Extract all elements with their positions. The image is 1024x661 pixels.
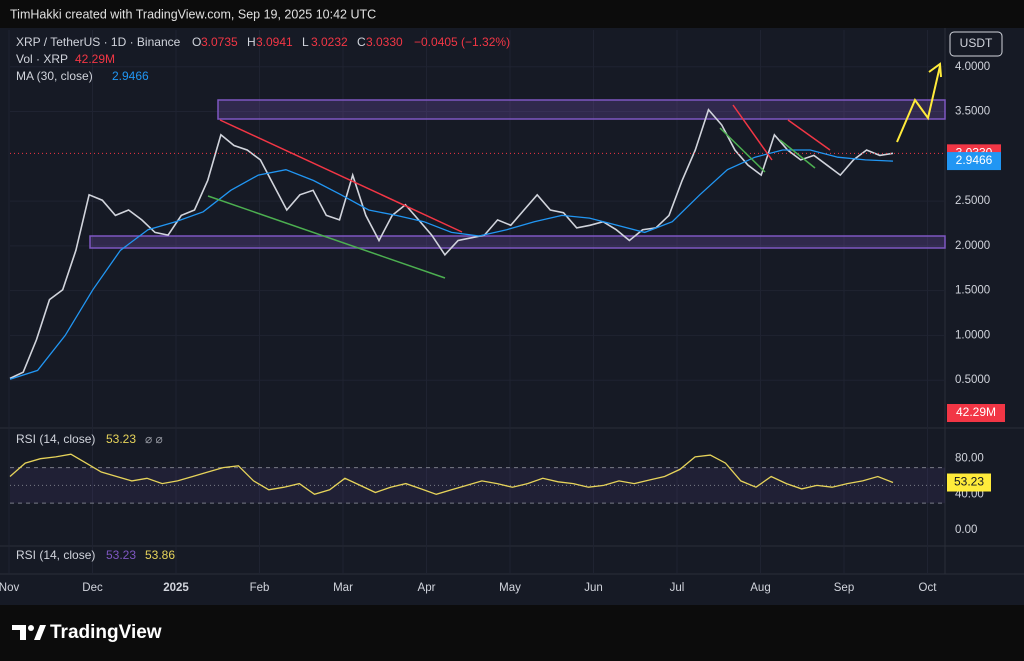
series-line <box>9 149 894 380</box>
x-tick-label: Feb <box>250 582 270 594</box>
ohlc-legend: O 3.0735 H 3.0941 L 3.0232 C 3.0330 −0.0405 (−1.… <box>192 35 510 49</box>
y-tick-label: 80.00 <box>955 453 984 465</box>
y-tick-label: 0.00 <box>955 524 977 536</box>
trendline <box>732 104 773 161</box>
arrow-head <box>928 62 942 78</box>
price-tag-label: 2.9466 <box>956 153 993 167</box>
rsi-value: 53.23 <box>106 432 136 446</box>
x-tick-label: Sep <box>834 582 854 594</box>
ohlc-value: 3.0941 <box>256 35 293 49</box>
x-tick-label: May <box>499 582 521 594</box>
ohlc-key: H <box>247 35 256 49</box>
ohlc-key: O <box>192 35 201 49</box>
x-tick-label: Nov <box>0 582 19 594</box>
series-line <box>9 453 894 496</box>
ohlc-value: 3.0232 <box>311 35 348 49</box>
trendline <box>219 119 463 233</box>
y-tick-label: 2.5000 <box>955 195 990 207</box>
x-tick-label: Jul <box>670 582 685 594</box>
plot <box>9 108 945 504</box>
rsi-tag <box>947 473 991 492</box>
y-tick-label: 1.0000 <box>955 329 990 341</box>
rsi-band <box>10 467 945 504</box>
ma-title: MA (30, close) <box>16 69 93 83</box>
ma-value: 2.9466 <box>112 69 149 83</box>
currency-button[interactable] <box>949 31 1003 57</box>
support-zone <box>89 235 946 249</box>
rsi-tag-label: 53.23 <box>954 475 984 489</box>
brand: TradingView <box>50 622 162 643</box>
volume-title: Vol · XRP <box>16 52 68 66</box>
y-tick-label: 0.5000 <box>955 374 990 386</box>
grid <box>8 30 945 574</box>
y-tick-label: 4.0000 <box>955 61 990 73</box>
y-tick-label: 1.5000 <box>955 285 990 297</box>
x-tick-label: Aug <box>750 582 770 594</box>
x-tick-label: Oct <box>919 582 938 594</box>
rsi-title: RSI (14, close) <box>16 432 95 446</box>
volume-tag <box>947 404 1005 422</box>
trendline <box>719 127 766 173</box>
volume-tag-label: 42.29M <box>956 405 996 419</box>
x-tick-label: Dec <box>82 582 103 594</box>
y-tick-label: 3.5000 <box>955 106 990 118</box>
brand-logo <box>12 625 46 640</box>
change: −0.0405 (−1.32%) <box>414 35 510 49</box>
ohlc-value: 3.0330 <box>366 35 403 49</box>
series-line <box>9 108 894 380</box>
price-tag <box>947 152 1001 171</box>
chart-area <box>0 28 1024 605</box>
currency[interactable]: USDT <box>960 36 993 50</box>
x-tick-label: 2025 <box>163 582 189 594</box>
trendline <box>779 139 816 169</box>
trendline <box>787 119 831 151</box>
rsi-value-2: 53.23 <box>106 548 136 562</box>
x-tick-label: Mar <box>333 582 353 594</box>
ohlc-key: C <box>357 35 366 49</box>
rsi-title-2: RSI (14, close) <box>16 548 95 562</box>
rsi-icons: ⌀ ⌀ <box>145 432 163 446</box>
x-tick-label: Jun <box>584 582 603 594</box>
rsi-ma-value: 53.86 <box>145 548 175 562</box>
resistance-zone <box>217 99 946 120</box>
x-tick-label: Apr <box>418 582 436 594</box>
credit: TimHakki created with TradingView.com, S… <box>10 7 376 21</box>
y-tick-label: 2.0000 <box>955 240 990 252</box>
volume-value: 42.29M <box>75 52 115 66</box>
trendline <box>207 195 446 279</box>
ohlc-key: L <box>302 35 309 49</box>
projection-arrow <box>896 65 941 143</box>
ohlc-value: 3.0735 <box>201 35 238 49</box>
symbol-title: XRP / TetherUS · 1D · Binance <box>16 35 181 49</box>
